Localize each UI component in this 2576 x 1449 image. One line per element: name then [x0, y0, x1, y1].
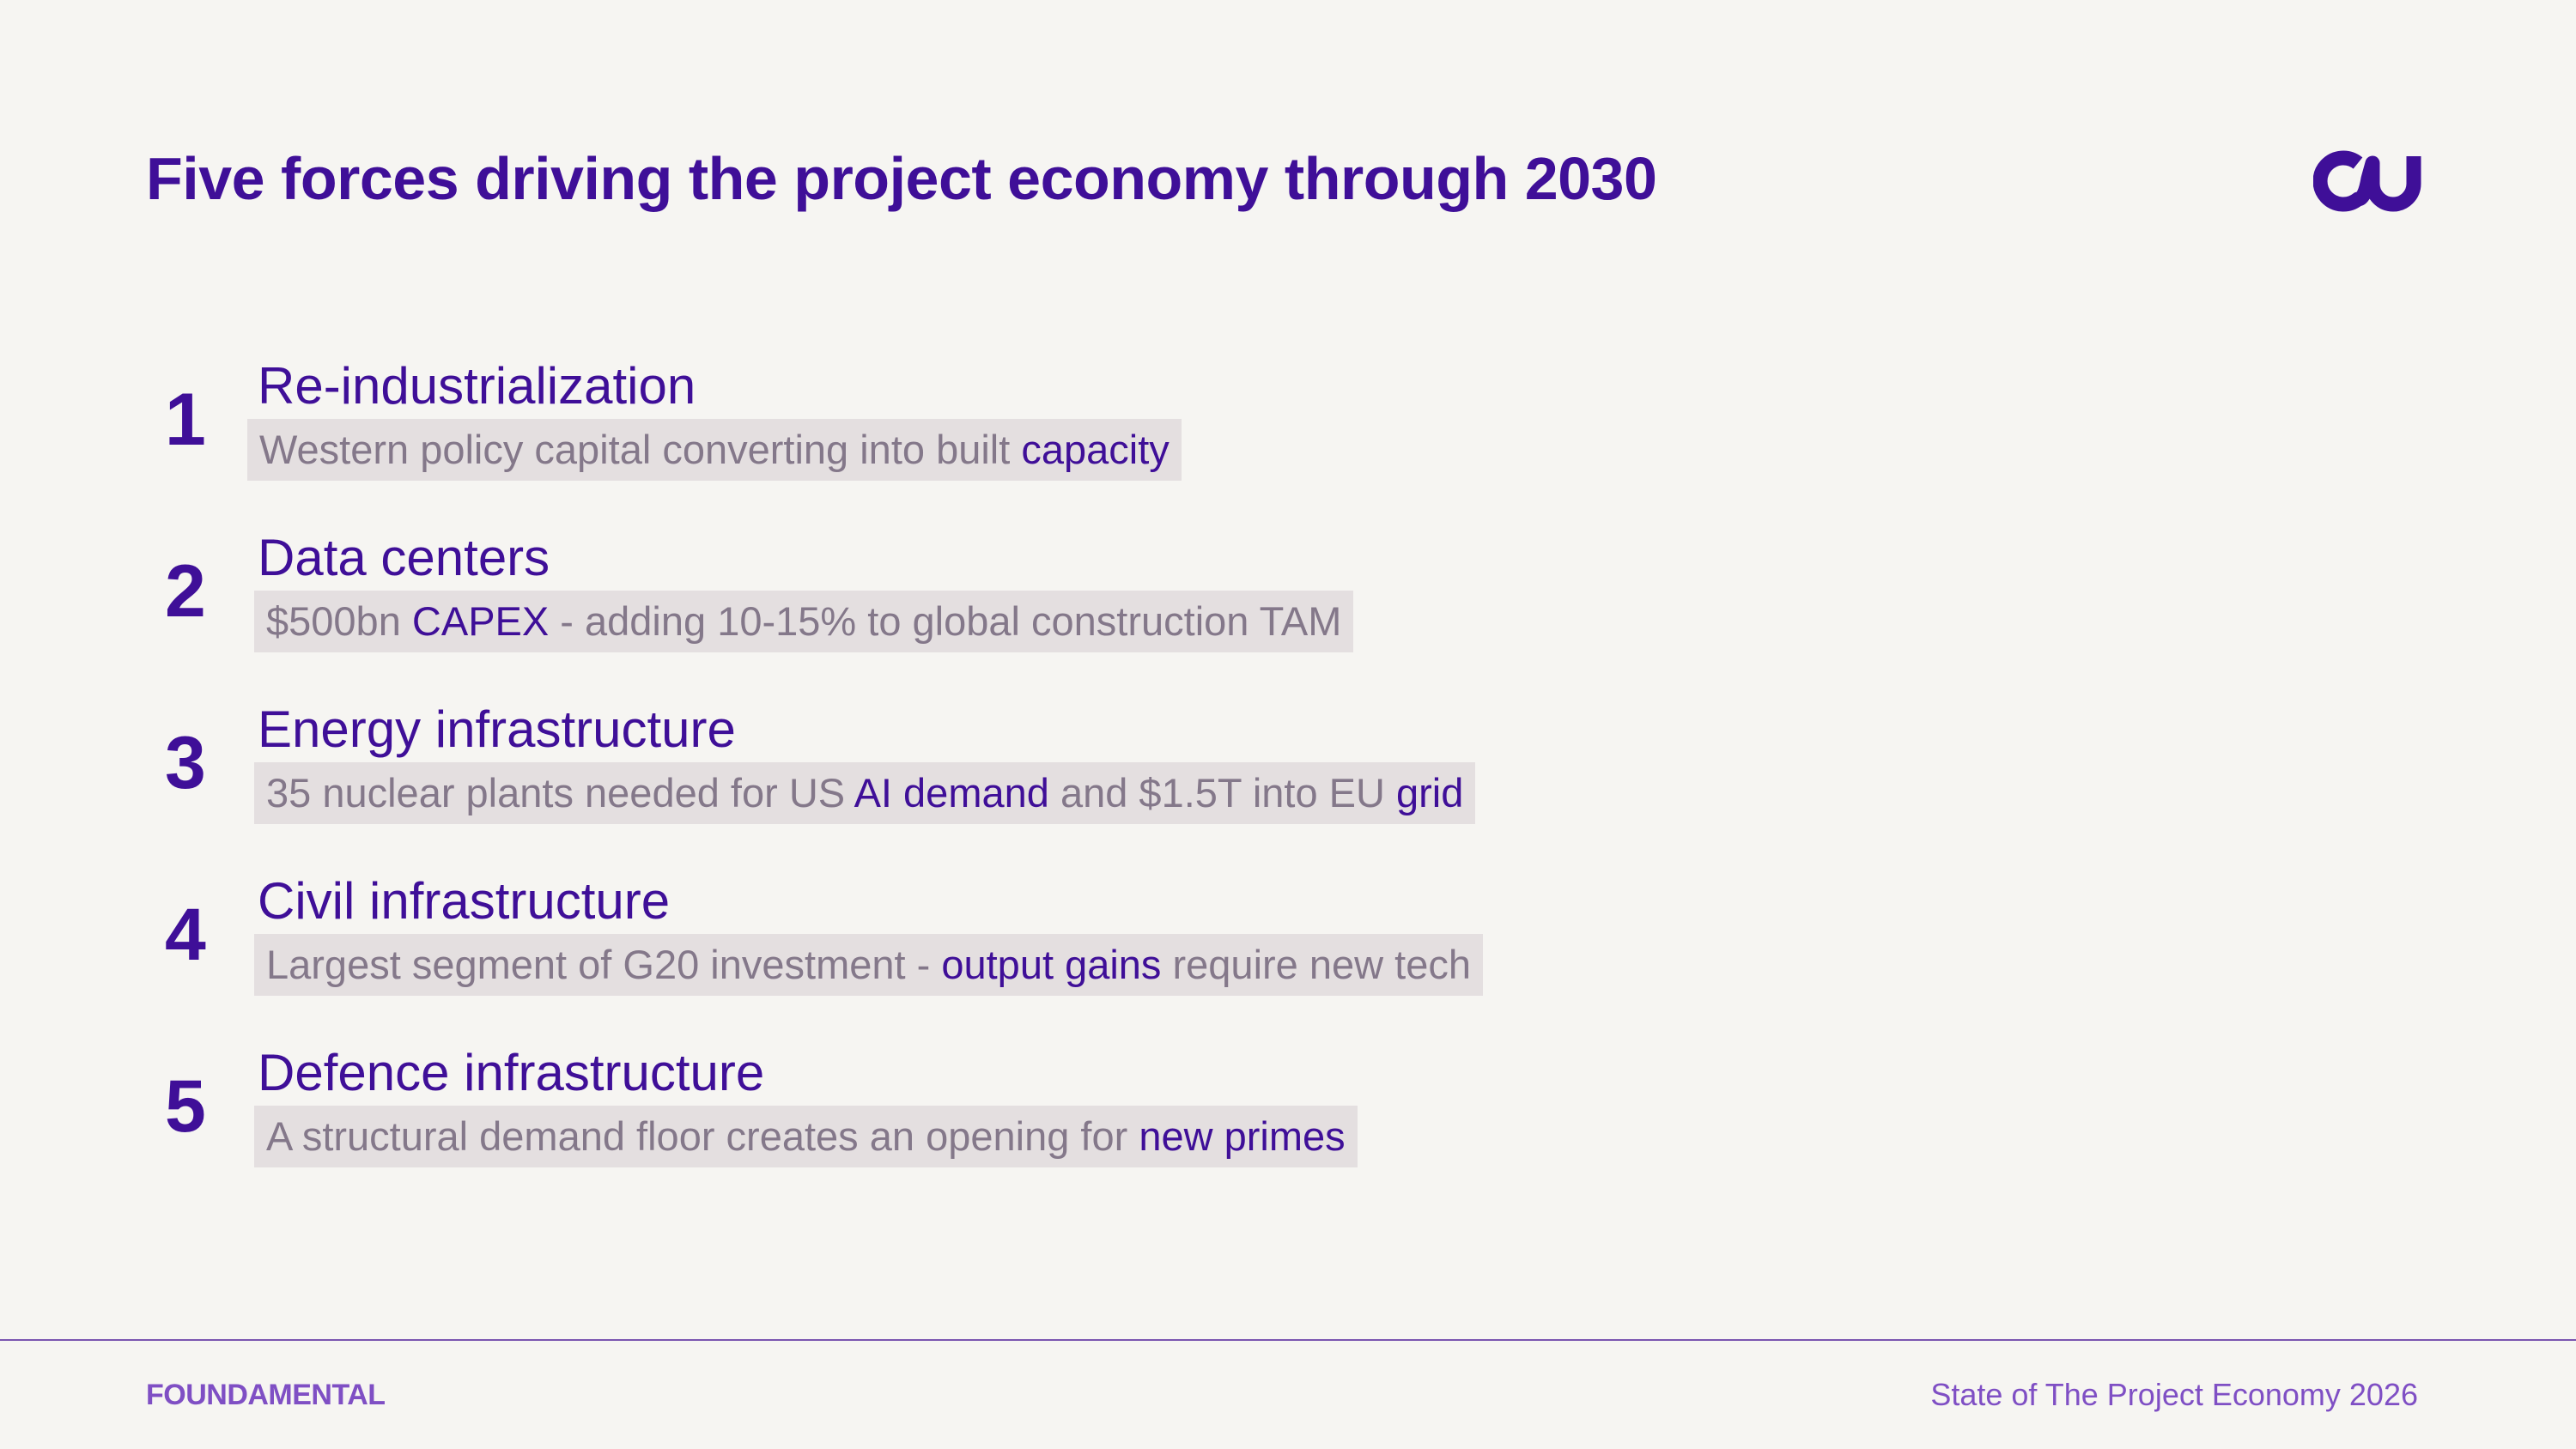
- brand-logo: FOUNDAMENTAL: [146, 1379, 386, 1411]
- force-description: 35 nuclear plants needed for US AI deman…: [254, 762, 1476, 824]
- force-description: A structural demand floor creates an ope…: [254, 1106, 1358, 1167]
- description-text: Western policy capital converting into b…: [259, 427, 1022, 472]
- force-item: 5 Defence infrastructure A structural de…: [0, 1047, 2576, 1176]
- force-heading: Re-industrialization: [258, 357, 696, 415]
- force-number: 5: [165, 1065, 206, 1148]
- description-text: A structural demand floor creates an ope…: [266, 1113, 1139, 1159]
- description-text: $500bn: [266, 598, 412, 644]
- force-heading: Data centers: [258, 529, 550, 586]
- description-text: Largest segment of G20 investment -: [266, 942, 942, 987]
- force-item: 3 Energy infrastructure 35 nuclear plant…: [0, 704, 2576, 833]
- description-highlight: grid: [1396, 770, 1464, 815]
- description-text: - adding 10-15% to global construction T…: [549, 598, 1342, 644]
- description-highlight: new primes: [1139, 1113, 1346, 1159]
- force-item: 1 Re-industrialization Western policy ca…: [0, 361, 2576, 489]
- force-item: 2 Data centers $500bn CAPEX - adding 10-…: [0, 532, 2576, 661]
- forces-list: 1 Re-industrialization Western policy ca…: [0, 361, 2576, 1176]
- description-text: 35 nuclear plants needed for US: [266, 770, 854, 815]
- force-heading: Civil infrastructure: [258, 872, 671, 930]
- force-number: 1: [165, 379, 206, 461]
- force-number: 2: [165, 550, 206, 633]
- cu-mark-icon: [2313, 150, 2421, 212]
- footer-divider: [0, 1339, 2576, 1341]
- description-highlight: AI demand: [854, 770, 1049, 815]
- force-item: 4 Civil infrastructure Largest segment o…: [0, 876, 2576, 1004]
- description-highlight: capacity: [1021, 427, 1170, 472]
- description-highlight: CAPEX: [411, 598, 550, 644]
- description-text: require new tech: [1161, 942, 1471, 987]
- force-heading: Energy infrastructure: [258, 700, 736, 758]
- description-highlight: output gains: [941, 942, 1162, 987]
- force-description: Largest segment of G20 investment - outp…: [254, 934, 1483, 996]
- force-description: $500bn CAPEX - adding 10-15% to global c…: [254, 591, 1354, 652]
- page-title: Five forces driving the project economy …: [146, 145, 1657, 212]
- description-text: and $1.5T into EU: [1048, 770, 1397, 815]
- force-number: 3: [165, 722, 206, 804]
- force-number: 4: [165, 894, 206, 976]
- report-name: State of The Project Economy 2026: [1930, 1377, 2418, 1412]
- force-heading: Defence infrastructure: [258, 1044, 765, 1101]
- force-description: Western policy capital converting into b…: [247, 419, 1182, 481]
